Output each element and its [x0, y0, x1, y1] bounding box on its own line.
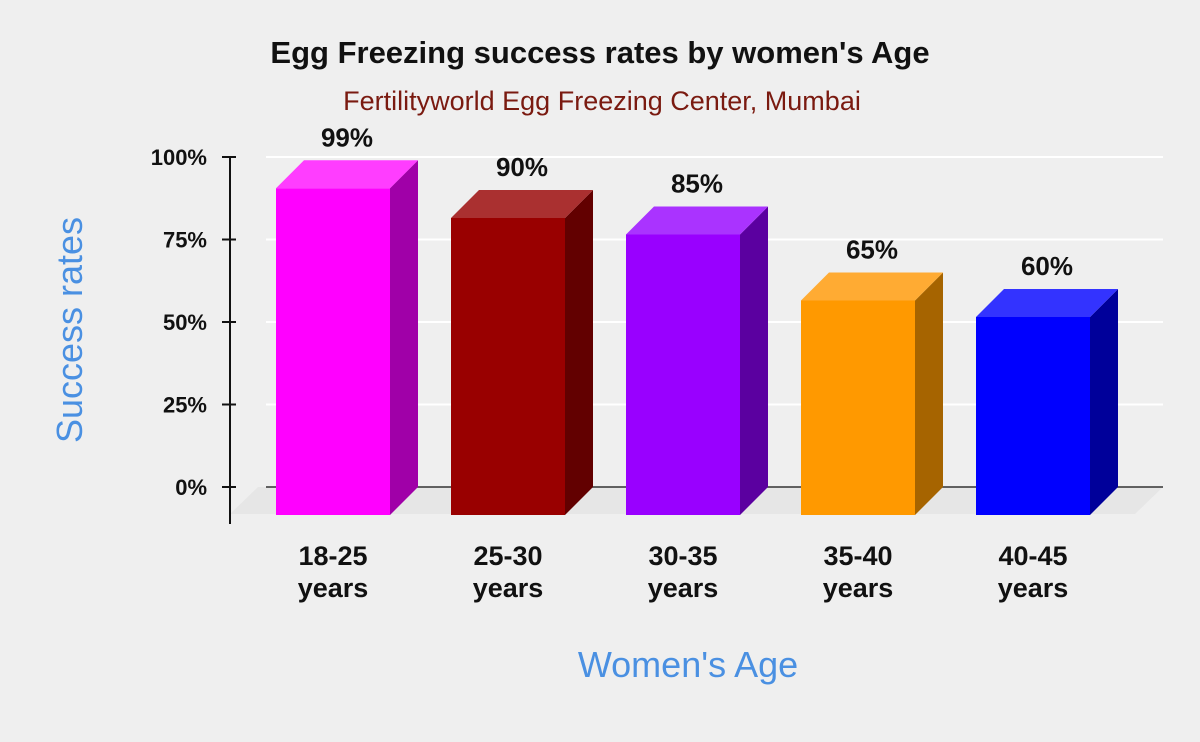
x-tick-label: years	[998, 573, 1069, 603]
x-tick-label: 25-30	[473, 541, 542, 571]
x-tick-label: 40-45	[998, 541, 1067, 571]
x-tick-label: years	[473, 573, 544, 603]
bar-top	[626, 206, 768, 235]
bar-front	[451, 218, 565, 515]
bar-side	[915, 272, 943, 515]
bar-front	[276, 188, 390, 516]
bar-side	[565, 190, 593, 515]
data-label: 99%	[321, 122, 373, 152]
y-axis-title: Success rates	[49, 217, 90, 443]
bar	[976, 289, 1118, 515]
data-label: 60%	[1021, 251, 1073, 281]
bar	[626, 206, 768, 515]
bar-side	[390, 160, 418, 516]
y-tick-label: 75%	[163, 228, 207, 253]
bar-front	[801, 300, 915, 515]
bar-top	[801, 272, 943, 301]
data-label: 85%	[671, 169, 723, 199]
x-tick-label: 18-25	[298, 541, 367, 571]
data-label: 90%	[496, 152, 548, 182]
y-tick-label: 0%	[175, 475, 207, 500]
data-label: 65%	[846, 235, 898, 265]
bar-front	[976, 317, 1090, 515]
bar-top	[451, 190, 593, 218]
plot-area: 0%25%50%75%100%99%18-25years90%25-30year…	[151, 122, 1163, 603]
x-tick-label: 30-35	[648, 541, 717, 571]
bar	[801, 272, 943, 515]
x-tick-label: years	[648, 573, 719, 603]
chart-title: Egg Freezing success rates by women's Ag…	[270, 35, 929, 70]
bar-top	[976, 289, 1118, 317]
y-tick-label: 100%	[151, 145, 207, 170]
bar	[451, 190, 593, 515]
chart-subtitle: Fertilityworld Egg Freezing Center, Mumb…	[343, 86, 861, 116]
x-tick-label: years	[823, 573, 894, 603]
y-tick-label: 25%	[163, 393, 207, 418]
x-tick-label: 35-40	[823, 541, 892, 571]
bar-top	[276, 160, 418, 189]
bar-side	[1090, 289, 1118, 515]
bar-side	[740, 206, 768, 515]
x-tick-label: years	[298, 573, 369, 603]
bar-front	[626, 234, 740, 515]
x-axis-title: Women's Age	[578, 644, 798, 685]
bar	[276, 160, 418, 516]
y-tick-label: 50%	[163, 310, 207, 335]
